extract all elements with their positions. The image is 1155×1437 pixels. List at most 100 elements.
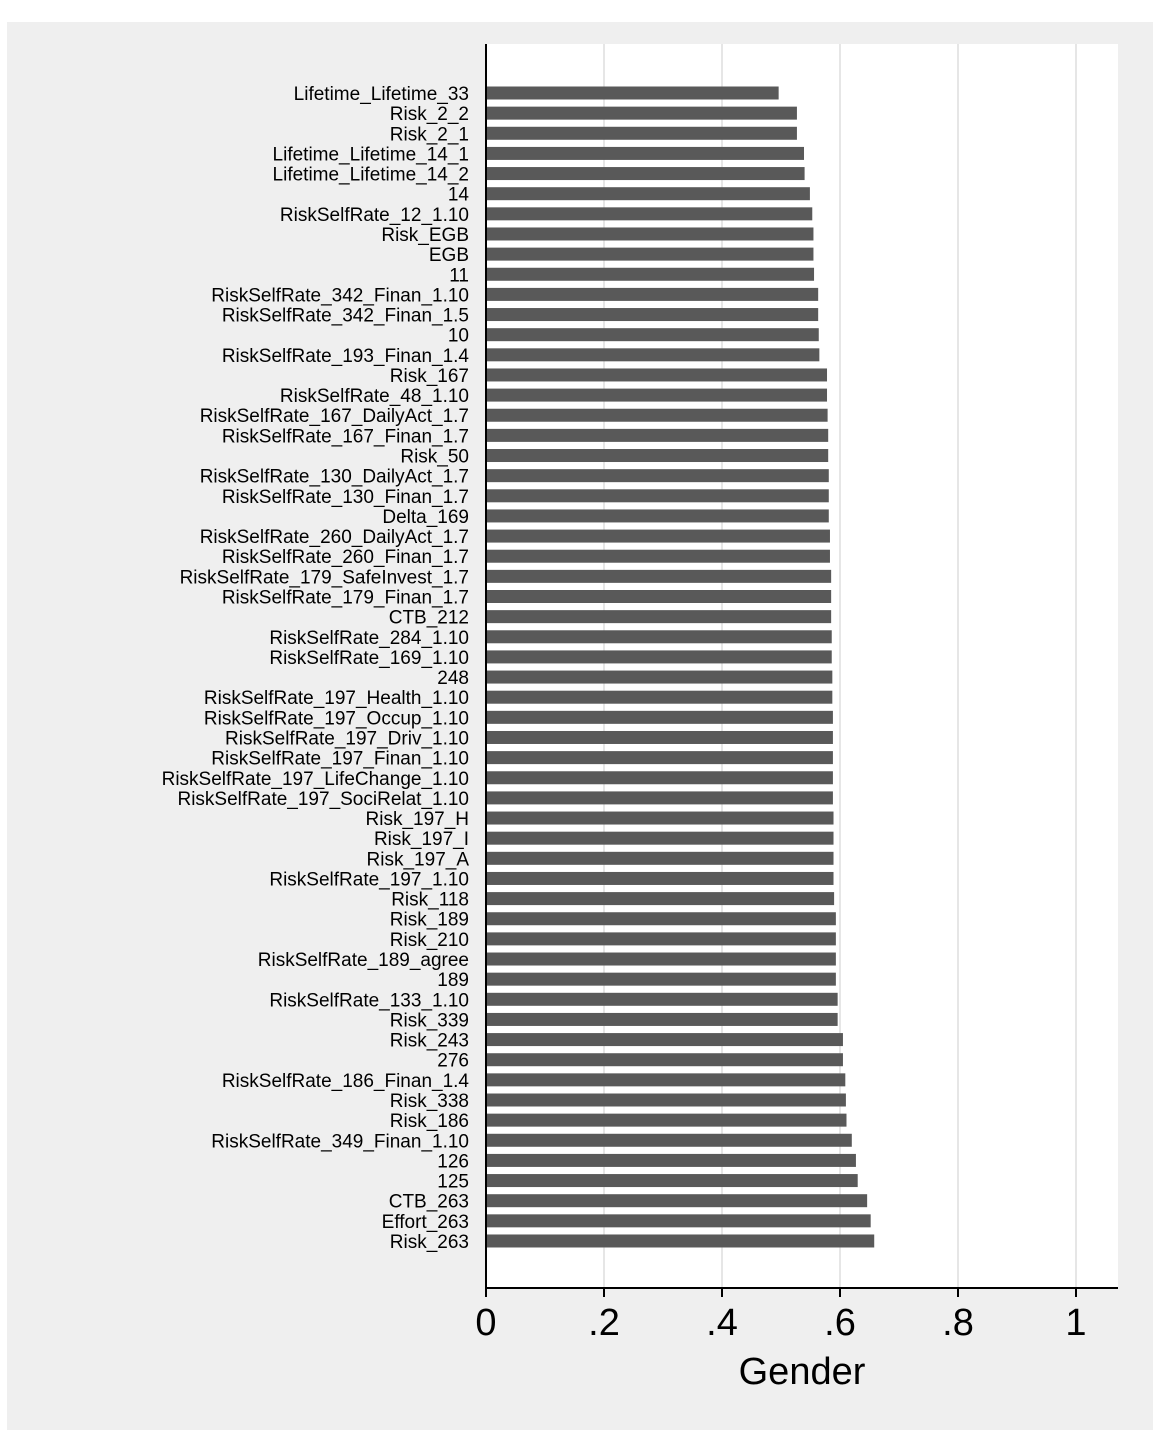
category-label: RiskSelfRate_349_Finan_1.10 [211, 1131, 469, 1152]
bar [486, 892, 835, 906]
category-label: RiskSelfRate_342_Finan_1.5 [222, 306, 469, 327]
category-label: RiskSelfRate_48_1.10 [280, 386, 469, 407]
category-label: RiskSelfRate_167_DailyAct_1.7 [200, 406, 469, 427]
bar [486, 771, 833, 785]
x-tick-label: .2 [588, 1302, 620, 1344]
category-label: RiskSelfRate_193_Finan_1.4 [222, 346, 470, 367]
bar [486, 106, 797, 120]
category-label: RiskSelfRate_197_Health_1.10 [204, 688, 469, 709]
bar [486, 710, 833, 724]
bar [486, 610, 832, 624]
bar [486, 408, 828, 422]
category-label: Risk_167 [390, 366, 469, 387]
bar [486, 972, 836, 986]
category-label: RiskSelfRate_179_Finan_1.7 [222, 588, 469, 609]
bar [486, 86, 779, 100]
bar [486, 1113, 847, 1127]
bar [486, 1033, 843, 1047]
category-label: 276 [437, 1051, 469, 1072]
category-label: EGB [429, 245, 469, 266]
category-label: RiskSelfRate_169_1.10 [269, 648, 469, 669]
bar [486, 630, 832, 644]
bar [486, 952, 836, 966]
bar-chart: Lifetime_Lifetime_33Risk_2_2Risk_2_1Life… [162, 44, 1118, 1393]
bar [486, 1012, 838, 1026]
category-label: 10 [448, 326, 469, 347]
category-label: Risk_339 [390, 1010, 469, 1031]
bar [486, 1234, 875, 1248]
category-label: RiskSelfRate_130_Finan_1.7 [222, 487, 469, 508]
bar [486, 569, 832, 583]
bar [486, 1194, 868, 1208]
category-label: Risk_EGB [381, 225, 469, 246]
x-tick-label: .4 [706, 1302, 738, 1344]
category-label: Delta_169 [382, 507, 469, 528]
category-label: RiskSelfRate_197_Occup_1.10 [204, 708, 469, 729]
bar [486, 146, 805, 160]
category-label: Risk_2_2 [390, 104, 469, 125]
bars [486, 86, 875, 1248]
category-label: Risk_197_A [367, 849, 470, 870]
bar [486, 428, 829, 442]
category-label: RiskSelfRate_197_SociRelat_1.10 [177, 789, 469, 810]
x-tick-label: 0 [475, 1302, 496, 1344]
category-label: RiskSelfRate_197_Driv_1.10 [225, 728, 469, 749]
bar [486, 1093, 846, 1107]
category-label: Risk_197_I [374, 829, 469, 850]
bar [486, 650, 832, 664]
bar [486, 670, 833, 684]
x-tick-label: 1 [1065, 1302, 1086, 1344]
category-label: Risk_189 [390, 910, 469, 931]
bar [486, 690, 833, 704]
category-label: RiskSelfRate_189_agree [258, 950, 469, 971]
bar [486, 1133, 852, 1147]
bar [486, 187, 810, 201]
bar [486, 126, 797, 140]
category-label: CTB_263 [389, 1192, 469, 1213]
category-label: RiskSelfRate_197_1.10 [269, 869, 469, 890]
category-labels: Lifetime_Lifetime_33Risk_2_2Risk_2_1Life… [162, 84, 470, 1253]
bar [486, 388, 828, 402]
category-label: Risk_186 [390, 1111, 469, 1132]
bar [486, 932, 836, 946]
category-label: RiskSelfRate_197_LifeChange_1.10 [162, 769, 469, 790]
category-label: RiskSelfRate_260_Finan_1.7 [222, 547, 469, 568]
bar [486, 730, 833, 744]
category-label: Risk_2_1 [390, 124, 469, 145]
bar [486, 287, 819, 301]
bar [486, 247, 814, 261]
bar [486, 1174, 858, 1188]
category-label: 126 [437, 1151, 469, 1172]
bar [486, 590, 832, 603]
category-label: Lifetime_Lifetime_14_1 [273, 144, 469, 165]
category-label: Lifetime_Lifetime_14_2 [273, 165, 469, 186]
bar [486, 328, 819, 342]
x-axis-title: Gender [739, 1351, 866, 1393]
bar [486, 348, 820, 362]
bar [486, 509, 829, 523]
chart-background: Lifetime_Lifetime_33 Risk_2_2 Risk_2_1 Life… [7, 22, 1153, 1430]
bar [486, 227, 814, 241]
category-label: RiskSelfRate_133_1.10 [269, 990, 469, 1011]
category-label: Risk_210 [390, 930, 469, 951]
bar [486, 449, 829, 463]
category-label: RiskSelfRate_342_Finan_1.10 [211, 285, 469, 306]
category-label: Effort_263 [382, 1212, 469, 1233]
bar [486, 912, 836, 926]
category-label: Risk_118 [391, 890, 469, 911]
bar [486, 791, 833, 805]
bar [486, 851, 834, 865]
category-label: Lifetime_Lifetime_33 [294, 84, 469, 105]
bar [486, 871, 834, 885]
bar [486, 489, 829, 503]
category-label: 189 [437, 970, 469, 991]
bar [486, 549, 830, 563]
x-axis-ticks: 0 .2 .4 .6 .8 1 [475, 1288, 1087, 1344]
bar [486, 529, 830, 543]
category-label: RiskSelfRate_186_Finan_1.4 [222, 1071, 470, 1092]
category-label: CTB_212 [389, 608, 469, 629]
category-label: RiskSelfRate_197_Finan_1.10 [211, 749, 469, 770]
bar [486, 1073, 846, 1087]
bar [486, 368, 828, 382]
category-label: Risk_263 [390, 1232, 469, 1253]
